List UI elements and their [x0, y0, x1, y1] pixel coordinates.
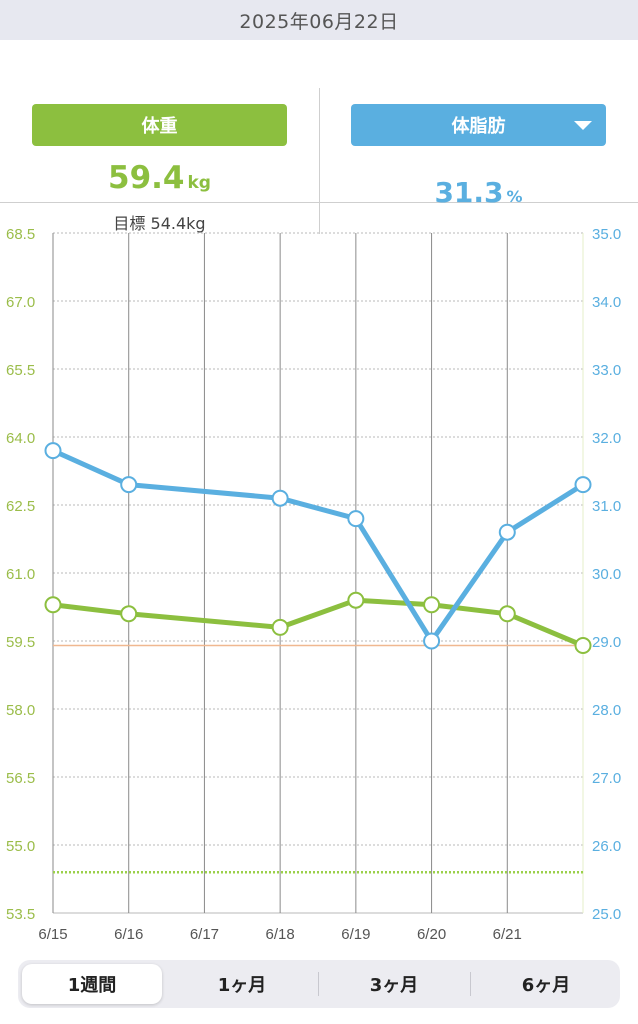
y-right-tick-label: 28.0: [592, 702, 621, 719]
y-right-tick-label: 34.0: [592, 294, 621, 311]
x-tick-label: 6/16: [114, 926, 143, 943]
weight-button-label: 体重: [141, 116, 178, 137]
period-separator: [470, 972, 471, 996]
weight-data-point: [574, 637, 592, 655]
period-segmented-control: 1週間 1ヶ月 3ヶ月 6ヶ月: [18, 960, 620, 1008]
bodyfat-data-point: [498, 523, 516, 541]
x-tick-label: 6/15: [38, 926, 67, 943]
chart-svg: 68.5 67.0 65.5 64.0 62.5 61.0 59.5 58.0 56.5 55.0…: [6, 226, 621, 943]
y-right-tick-label: 33.0: [592, 362, 621, 379]
weight-data-point: [423, 596, 441, 614]
y-left-tick-label: 62.5: [6, 498, 35, 515]
y-right-tick-label: 30.0: [592, 566, 621, 583]
goal-value: 54.4kg: [150, 214, 206, 233]
x-tick-label: 6/21: [493, 926, 522, 943]
bodyfat-data-point: [423, 632, 441, 650]
weight-value-number: 59.4: [108, 160, 185, 196]
summary-panel: 体重 59.4 kg 目標 54.4kg 体脂肪 31.3%: [0, 40, 638, 234]
bodyfat-data-point: [574, 476, 592, 494]
body-fat-value-number: 31.3: [434, 176, 504, 209]
period-tab-6months[interactable]: 6ヶ月: [476, 964, 616, 1004]
y-left-tick-label: 58.0: [6, 702, 35, 719]
body-fat-value: 31.3%: [319, 176, 638, 209]
y-left-tick-label: 59.5: [6, 634, 35, 651]
weight-data-point: [44, 596, 62, 614]
y-right-tick-label: 26.0: [592, 838, 621, 855]
y-left-tick-label: 61.0: [6, 566, 35, 583]
y-right-tick-label: 32.0: [592, 430, 621, 447]
period-tab-label: 6ヶ月: [521, 975, 571, 996]
bodyfat-data-point: [120, 476, 138, 494]
period-tab-1month[interactable]: 1ヶ月: [172, 964, 312, 1004]
y-left-tick-label: 67.0: [6, 294, 35, 311]
period-separator: [318, 972, 319, 996]
y-right-tick-label: 25.0: [592, 906, 621, 923]
x-tick-label: 6/17: [190, 926, 219, 943]
y-right-tick-label: 31.0: [592, 498, 621, 515]
body-fat-button-label: 体脂肪: [451, 116, 506, 137]
x-tick-label: 6/19: [341, 926, 370, 943]
period-tab-3months[interactable]: 3ヶ月: [324, 964, 464, 1004]
y-left-tick-label: 68.5: [6, 226, 35, 243]
weight-data-point: [271, 618, 289, 636]
caret-down-icon: [574, 121, 592, 130]
y-right-tick-label: 29.0: [592, 634, 621, 651]
y-left-tick-label: 53.5: [6, 906, 35, 923]
x-tick-label: 6/20: [417, 926, 446, 943]
body-fat-unit: %: [506, 187, 523, 206]
weight-goal: 目標 54.4kg: [0, 210, 319, 234]
weight-data-point: [347, 591, 365, 609]
goal-label: 目標: [113, 214, 146, 233]
period-tab-1week[interactable]: 1週間: [22, 964, 162, 1004]
date-label: 2025年06月22日: [239, 10, 399, 33]
x-tick-label: 6/18: [266, 926, 295, 943]
weight-bodyfat-chart: 68.5 67.0 65.5 64.0 62.5 61.0 59.5 58.0 56.5 55.0…: [0, 203, 638, 953]
weight-unit: kg: [187, 173, 211, 193]
panel-divider: [319, 88, 320, 234]
y-left-tick-label: 55.0: [6, 838, 35, 855]
weight-data-point: [498, 605, 516, 623]
weight-data-point: [120, 605, 138, 623]
body-fat-dropdown-button[interactable]: 体脂肪: [351, 104, 606, 146]
period-tab-label: 3ヶ月: [369, 975, 419, 996]
weight-button[interactable]: 体重: [32, 104, 287, 146]
y-left-tick-label: 65.5: [6, 362, 35, 379]
date-bar: 2025年06月22日: [0, 0, 638, 40]
y-left-tick-label: 56.5: [6, 770, 35, 787]
y-right-tick-label: 27.0: [592, 770, 621, 787]
period-tab-label: 1ヶ月: [217, 975, 267, 996]
bodyfat-data-point: [271, 489, 289, 507]
bodyfat-data-point: [44, 442, 62, 460]
period-tab-label: 1週間: [67, 975, 117, 996]
weight-value: 59.4 kg: [0, 160, 319, 196]
y-right-tick-label: 35.0: [592, 226, 621, 243]
bodyfat-data-point: [347, 510, 365, 528]
y-left-tick-label: 64.0: [6, 430, 35, 447]
